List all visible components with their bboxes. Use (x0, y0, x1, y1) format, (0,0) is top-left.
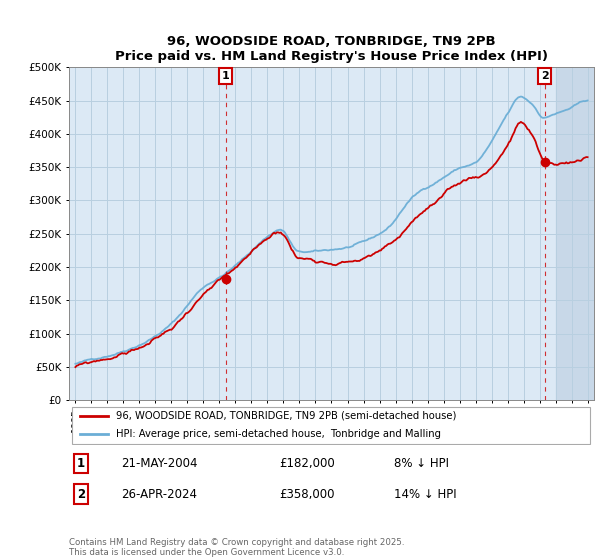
Text: Contains HM Land Registry data © Crown copyright and database right 2025.
This d: Contains HM Land Registry data © Crown c… (69, 538, 404, 557)
Text: 1: 1 (77, 457, 85, 470)
Bar (556, 67, 596, 400)
FancyBboxPatch shape (71, 407, 590, 444)
Text: £358,000: £358,000 (279, 488, 335, 501)
Text: 26-APR-2024: 26-APR-2024 (121, 488, 197, 501)
Text: 2: 2 (77, 488, 85, 501)
Text: 96, WOODSIDE ROAD, TONBRIDGE, TN9 2PB (semi-detached house): 96, WOODSIDE ROAD, TONBRIDGE, TN9 2PB (s… (116, 411, 457, 421)
Text: 21-MAY-2004: 21-MAY-2004 (121, 457, 198, 470)
Text: 2: 2 (541, 71, 548, 81)
Text: 14% ↓ HPI: 14% ↓ HPI (395, 488, 457, 501)
Text: HPI: Average price, semi-detached house,  Tonbridge and Malling: HPI: Average price, semi-detached house,… (116, 430, 441, 439)
Text: 8% ↓ HPI: 8% ↓ HPI (395, 457, 449, 470)
Text: £182,000: £182,000 (279, 457, 335, 470)
Text: 1: 1 (222, 71, 230, 81)
Title: 96, WOODSIDE ROAD, TONBRIDGE, TN9 2PB
Price paid vs. HM Land Registry's House Pr: 96, WOODSIDE ROAD, TONBRIDGE, TN9 2PB Pr… (115, 35, 548, 63)
